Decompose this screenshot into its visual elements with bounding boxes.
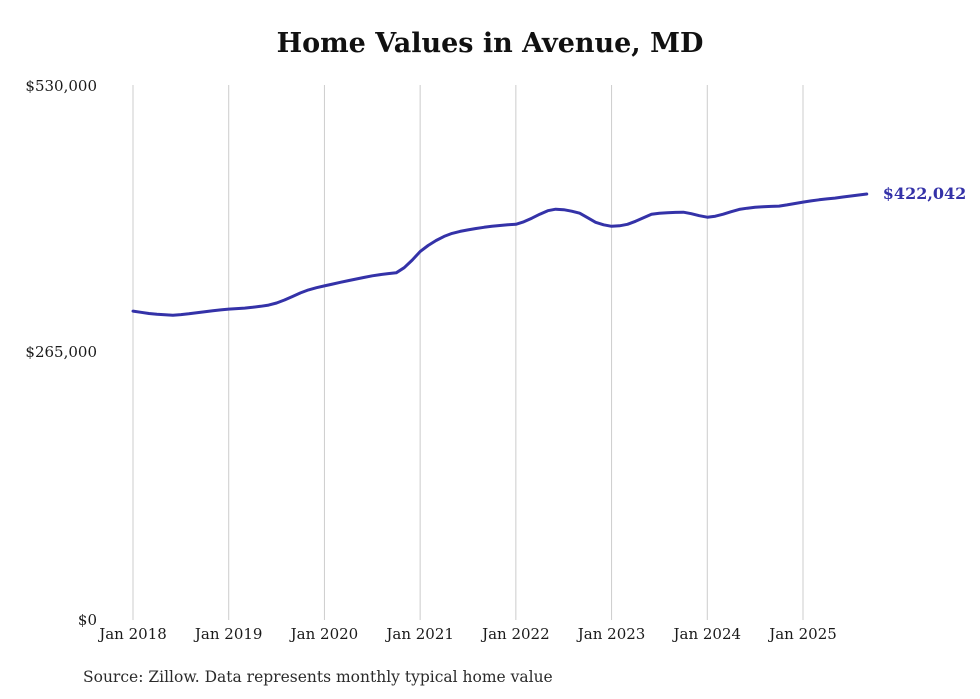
chart-title: Home Values in Avenue, MD	[276, 28, 704, 59]
x-axis-tick-jan-2019: Jan 2019	[194, 625, 263, 643]
x-axis-tick-jan-2025: Jan 2025	[769, 625, 837, 643]
y-axis-tick-0: $0	[77, 611, 97, 629]
x-axis-tick-jan-2022: Jan 2022	[482, 625, 550, 643]
x-axis-tick-jan-2021: Jan 2021	[386, 625, 454, 643]
y-axis-tick-530000: $530,000	[25, 77, 97, 95]
x-axis-tick-jan-2020: Jan 2020	[290, 625, 359, 643]
home-values-series-line	[131, 192, 869, 317]
x-axis-tick-jan-2018: Jan 2018	[99, 625, 167, 643]
x-axis-tick-jan-2023: Jan 2023	[577, 625, 646, 643]
source-note: Source: Zillow. Data represents monthly …	[83, 668, 553, 686]
x-axis-tick-jan-2024: Jan 2024	[673, 625, 742, 643]
y-axis-tick-265000: $265,000	[25, 343, 97, 361]
final-value-label: $422,042	[882, 183, 967, 203]
